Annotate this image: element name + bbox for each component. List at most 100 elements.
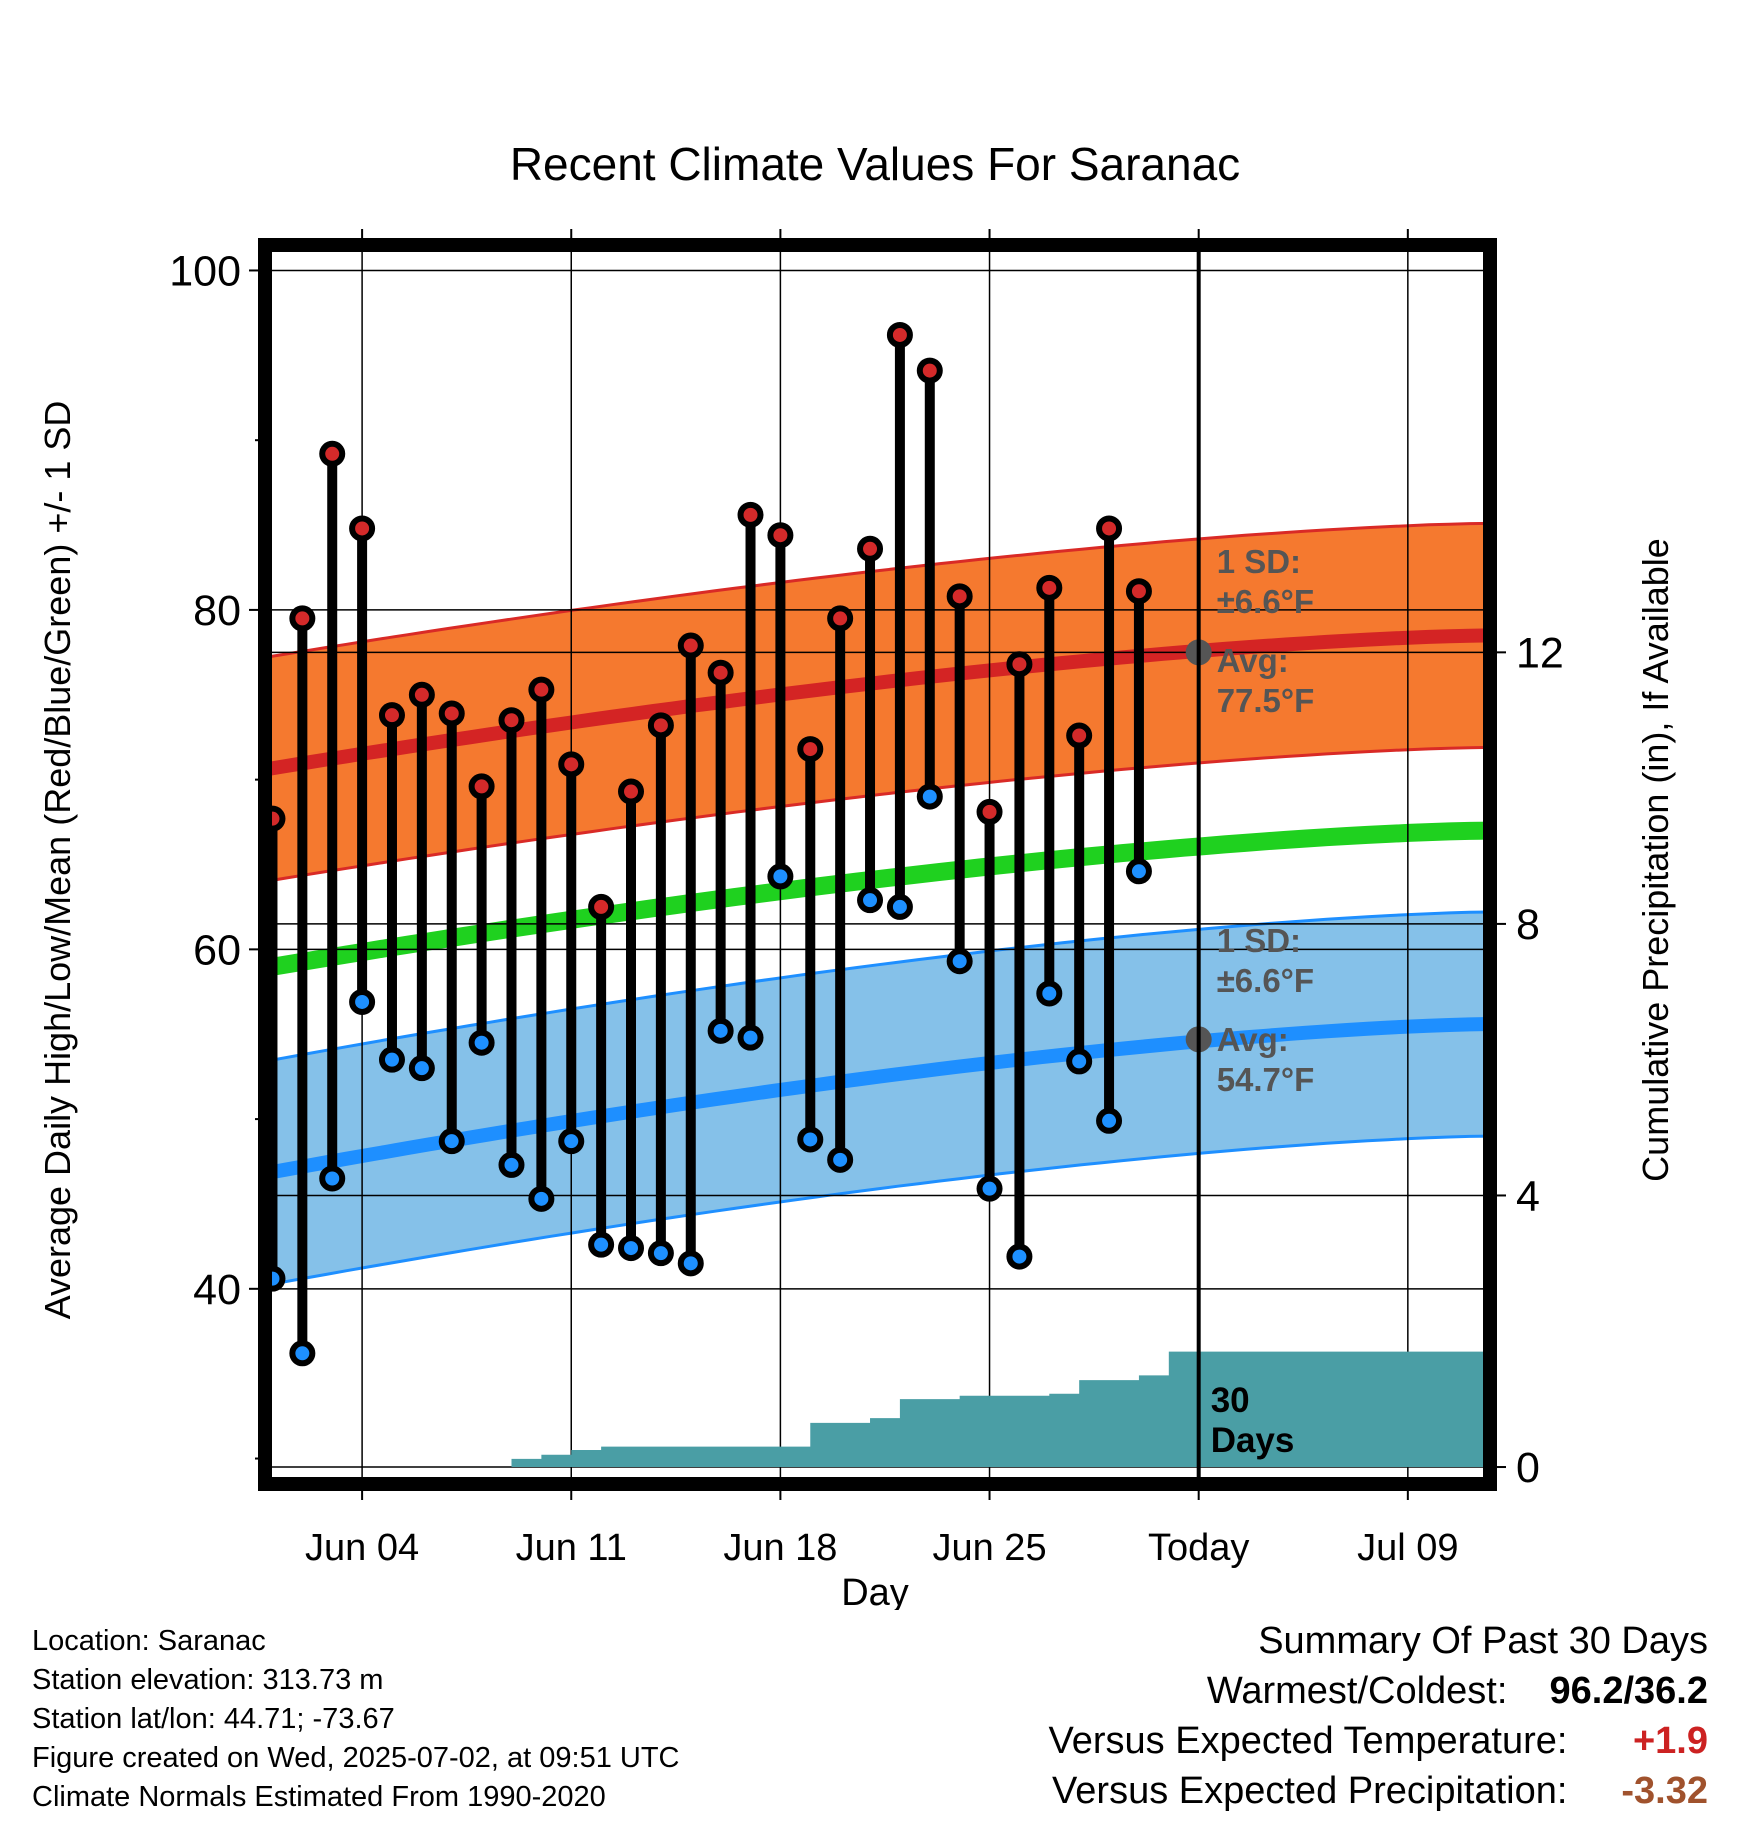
daily-low-point	[647, 1240, 674, 1267]
daily-low-point	[916, 783, 943, 810]
high-avg-value: 77.5°F	[1217, 682, 1315, 719]
temp-label: Versus Expected Temperature:	[1048, 1720, 1568, 1762]
normal-high-line	[263, 628, 1491, 777]
daily-high-point	[677, 632, 704, 659]
daily-high-point	[1006, 651, 1033, 678]
daily-low-point	[588, 1231, 615, 1258]
daily-high-point	[349, 515, 376, 542]
daily-high-point	[438, 700, 465, 727]
y-tick-label: 100	[169, 247, 241, 295]
daily-low-point	[707, 1017, 734, 1044]
daily-low-point	[827, 1146, 854, 1173]
summary-precip: Versus Expected Precipitation: -3.32	[1049, 1766, 1708, 1816]
daily-high-point	[1125, 578, 1152, 605]
y2-tick-label: 0	[1516, 1444, 1540, 1492]
x-tick-label: Jun 18	[723, 1527, 837, 1569]
daily-low-point	[737, 1024, 764, 1051]
location-text: Location: Saranac	[32, 1625, 266, 1657]
daily-low-point	[289, 1340, 316, 1367]
daily-high-point	[498, 707, 525, 734]
daily-high-point	[528, 676, 555, 703]
high-band-lower-edge	[264, 745, 1491, 883]
high-sd-value: ±6.6°F	[1217, 583, 1314, 620]
days-count-label: 30	[1211, 1381, 1250, 1420]
warm-cold-value: 96.2/36.2	[1549, 1670, 1708, 1712]
created-text: Figure created on Wed, 2025-07-02, at 09…	[32, 1742, 680, 1774]
daily-low-point	[797, 1126, 824, 1153]
daily-low-point	[468, 1029, 495, 1056]
high-band-upper-edge	[264, 521, 1491, 659]
normal-mean-line	[263, 821, 1491, 977]
daily-high-point	[767, 522, 794, 549]
y-tick-label: 80	[193, 587, 241, 635]
low-sd-label: 1 SD:	[1217, 922, 1301, 959]
cumulative-precip-area	[265, 1351, 1490, 1468]
daily-low-point	[498, 1151, 525, 1178]
x-tick-label: Today	[1148, 1527, 1249, 1569]
daily-range-stems	[267, 334, 1144, 1354]
daily-high-point	[857, 535, 884, 562]
precip-label: Versus Expected Precipitation:	[1052, 1770, 1568, 1812]
daily-low-point	[1036, 980, 1063, 1007]
axes: 40 60 80 100 0 4 8 12 Jun 04 Jun 11 Jun 18 Jun 25 To…	[169, 229, 1564, 1569]
daily-low-point	[677, 1250, 704, 1277]
daily-low-point	[618, 1235, 645, 1262]
y2-axis-label: Cumulative Precipitation (in), If Availa…	[1635, 538, 1676, 1182]
daily-low-point	[1125, 858, 1152, 885]
low-sd-value: ±6.6°F	[1217, 962, 1314, 999]
y2-tick-label: 4	[1516, 1172, 1540, 1220]
plot-frame	[258, 238, 1497, 1491]
low-band-upper-edge	[264, 910, 1491, 1063]
x-tick-label: Jun 04	[305, 1527, 419, 1569]
high-sd-label: 1 SD:	[1217, 543, 1301, 580]
daily-points	[259, 321, 1152, 1367]
daily-low-point	[1006, 1243, 1033, 1270]
daily-low-point	[349, 988, 376, 1015]
daily-low-point	[886, 893, 913, 920]
low-avg-value: 54.7°F	[1217, 1061, 1315, 1098]
daily-high-point	[976, 798, 1003, 825]
daily-high-point	[558, 751, 585, 778]
precip-area	[265, 1351, 1490, 1468]
daily-high-point	[289, 605, 316, 632]
elevation-text: Station elevation: 313.73 m	[32, 1664, 384, 1696]
days-word-label: Days	[1211, 1421, 1295, 1460]
daily-high-point	[946, 583, 973, 610]
temp-value: +1.9	[1632, 1720, 1708, 1762]
summary-heading: Summary Of Past 30 Days	[1258, 1620, 1708, 1662]
y-axis-label: Average Daily High/Low/Mean (Red/Blue/Gr…	[37, 401, 78, 1320]
summary-panel: Summary Of Past 30 Days Warmest/Coldest:…	[1049, 1616, 1708, 1816]
daily-low-point	[976, 1175, 1003, 1202]
y2-tick-label: 12	[1516, 629, 1564, 677]
daily-low-point	[438, 1128, 465, 1155]
daily-high-point	[468, 773, 495, 800]
climate-chart: Recent Climate Values For Saranac 1 SD:±…	[37, 138, 1676, 1610]
precip-value: -3.32	[1621, 1770, 1708, 1812]
normal-low-line	[263, 1017, 1491, 1181]
warm-cold-label: Warmest/Coldest:	[1206, 1670, 1508, 1712]
daily-high-point	[1036, 574, 1063, 601]
daily-low-point	[1096, 1107, 1123, 1134]
daily-high-point	[797, 736, 824, 763]
daily-high-point	[886, 321, 913, 348]
low-band-lower-edge	[264, 1134, 1491, 1287]
daily-high-point	[647, 712, 674, 739]
x-tick-label: Jun 25	[932, 1527, 1046, 1569]
daily-high-point	[319, 440, 346, 467]
daily-high-point	[618, 778, 645, 805]
daily-high-point	[588, 893, 615, 920]
daily-low-point	[857, 887, 884, 914]
daily-low-point	[558, 1128, 585, 1155]
x-axis-label: Day	[841, 1572, 909, 1610]
daily-high-point	[1066, 722, 1093, 749]
daily-low-point	[767, 863, 794, 890]
daily-high-point	[737, 501, 764, 528]
daily-high-point	[378, 702, 405, 729]
summary-temp: Versus Expected Temperature: +1.9	[1049, 1716, 1708, 1766]
daily-low-point	[528, 1185, 555, 1212]
y-tick-label: 60	[193, 926, 241, 974]
summary-warm-cold: Warmest/Coldest: 96.2/36.2	[1049, 1666, 1708, 1716]
x-tick-label: Jun 11	[516, 1527, 627, 1569]
daily-high-point	[408, 681, 435, 708]
